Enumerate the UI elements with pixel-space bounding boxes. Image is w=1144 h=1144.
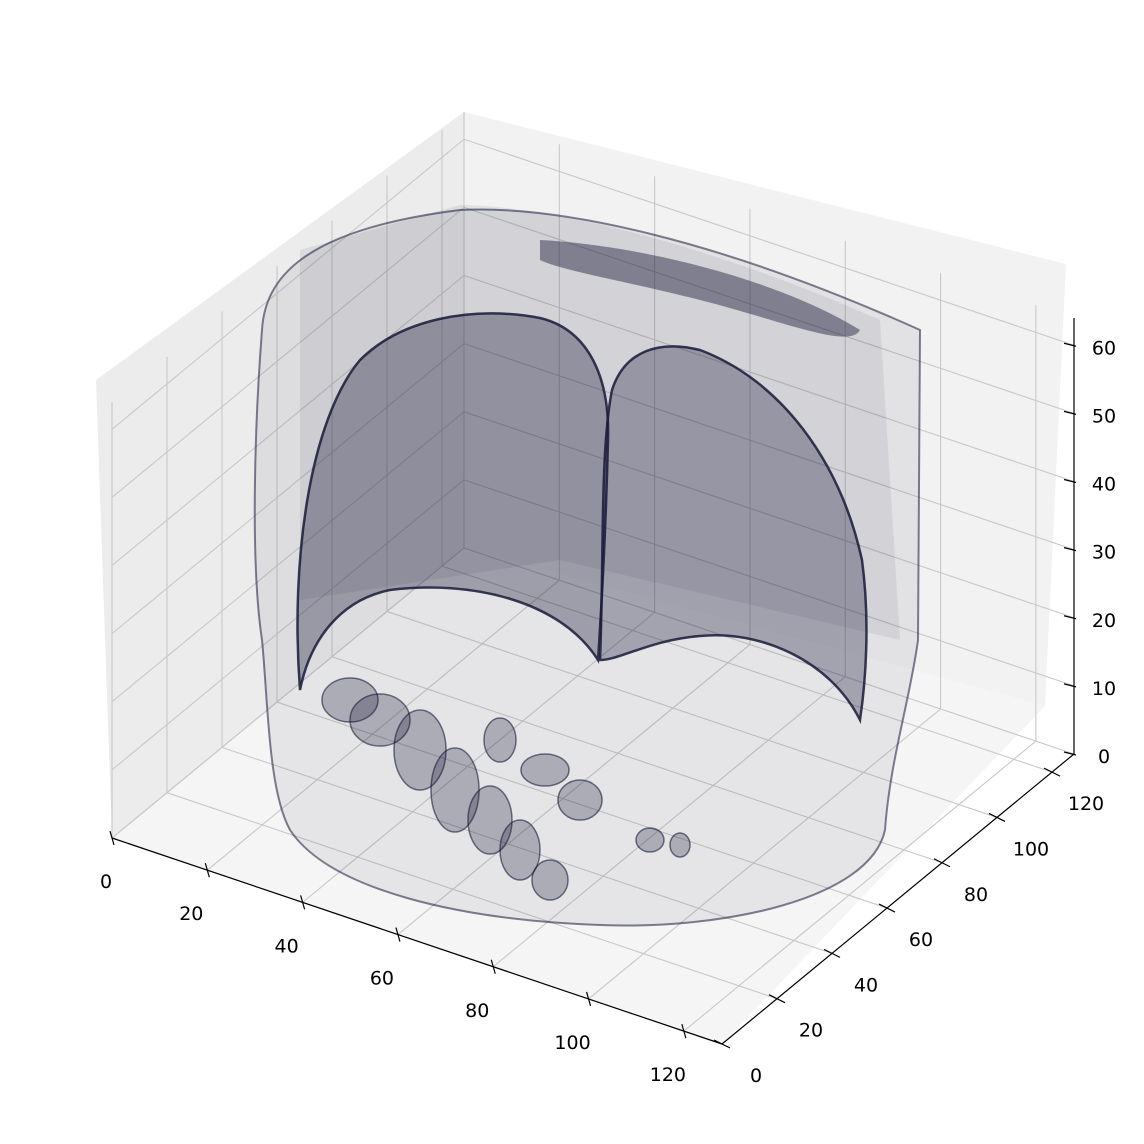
- x-tick-label-3: 60: [370, 968, 394, 990]
- pane-back-right: [464, 112, 1066, 706]
- organ-blob: [349, 693, 411, 747]
- x-tick-label-2: 40: [275, 935, 299, 957]
- organ-blob: [520, 753, 570, 787]
- z-tick-label-2: 20: [1092, 610, 1116, 632]
- x-tick-label-4: 80: [465, 1000, 489, 1022]
- y-tick-label-5: 100: [1013, 838, 1049, 860]
- x-tick-label-5: 100: [554, 1032, 590, 1054]
- grid-lines: [111, 112, 1075, 1045]
- z-tick-label-3: 30: [1092, 542, 1116, 564]
- y-tick-label-4: 80: [964, 884, 988, 906]
- left-lung: [296, 312, 610, 691]
- organ-blob: [467, 785, 513, 855]
- right-lung: [598, 345, 868, 725]
- x-tick-label-6: 120: [650, 1064, 686, 1086]
- axes: [109, 318, 1077, 1049]
- x-tick-labels: 0 20 40 60 80 100 120: [100, 871, 686, 1086]
- body-volume: [253, 208, 922, 927]
- organ-blob: [557, 779, 603, 821]
- y-tick-label-0: 0: [750, 1065, 762, 1087]
- organ-blob: [531, 859, 569, 901]
- z-tick-label-0: 0: [1098, 746, 1110, 768]
- z-tick-label-6: 60: [1092, 337, 1116, 359]
- organ-blob: [635, 827, 665, 853]
- pane-floor: [112, 548, 1045, 1044]
- y-tick-labels: 0 20 40 60 80 100 120: [750, 793, 1104, 1087]
- z-tick-label-4: 40: [1092, 474, 1116, 496]
- organ-blob: [669, 832, 691, 858]
- pane-back-left: [96, 112, 464, 838]
- organ-blob: [483, 717, 517, 763]
- y-tick-label-1: 20: [799, 1020, 823, 1042]
- top-rim: [540, 240, 860, 337]
- y-tick-label-6: 120: [1068, 793, 1104, 815]
- volume-render: [253, 205, 922, 927]
- back-tissue: [300, 205, 900, 640]
- z-tick-labels: 0 10 20 30 40 50 60: [1092, 337, 1116, 768]
- x-tick-label-1: 20: [179, 903, 203, 925]
- z-tick-label-1: 10: [1092, 678, 1116, 700]
- y-tick-label-2: 40: [854, 974, 878, 996]
- organ-blob: [393, 709, 447, 791]
- x-tick-label-0: 0: [100, 871, 112, 893]
- z-tick-label-5: 50: [1092, 405, 1116, 427]
- y-tick-label-3: 60: [909, 929, 933, 951]
- organ-blob: [499, 819, 541, 881]
